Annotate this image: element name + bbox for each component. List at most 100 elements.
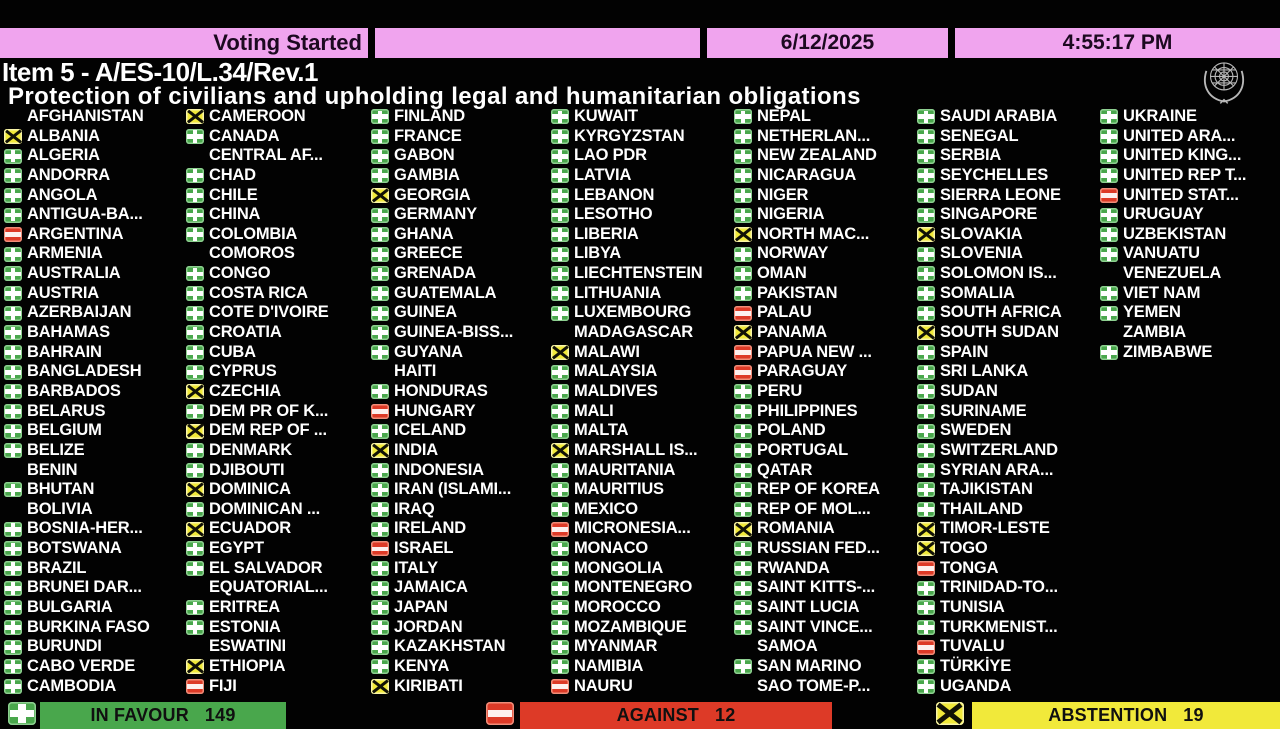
- vote-icon-in-favour: [371, 128, 389, 144]
- country-row: ISRAEL: [371, 539, 553, 559]
- country-row: PAKISTAN: [734, 284, 916, 304]
- country-name: MICRONESIA...: [574, 519, 691, 538]
- country-row: SLOVENIA: [917, 244, 1099, 264]
- country-name: DOMINICA: [209, 480, 291, 499]
- country-row: JAPAN: [371, 598, 553, 618]
- vote-icon-in-favour: [734, 384, 752, 400]
- vote-icon-in-favour: [551, 423, 569, 439]
- country-row: ANGOLA: [4, 186, 186, 206]
- country-name: RUSSIAN FED...: [757, 539, 880, 558]
- country-name: DENMARK: [209, 440, 292, 459]
- country-row: SAO TOME-P...: [734, 677, 916, 697]
- country-name: BENIN: [27, 460, 78, 479]
- country-name: FINLAND: [394, 107, 466, 125]
- vote-icon-abstention: [917, 521, 935, 537]
- vote-icon-abstention: [4, 128, 22, 144]
- vote-icon-in-favour: [917, 678, 935, 694]
- abstention-label: ABSTENTION: [1048, 705, 1168, 725]
- country-name: BELGIUM: [27, 421, 102, 440]
- country-name: CUBA: [209, 342, 256, 361]
- country-name: BAHRAIN: [27, 342, 102, 361]
- vote-icon-in-favour: [186, 187, 204, 203]
- country-row: ZAMBIA: [1100, 323, 1280, 343]
- country-row: ETHIOPIA: [186, 657, 368, 677]
- vote-icon-not-voting: [4, 502, 22, 517]
- country-name: VANUATU: [1123, 244, 1200, 263]
- country-row: SEYCHELLES: [917, 166, 1099, 186]
- country-name: FIJI: [209, 676, 237, 695]
- vote-icon-in-favour: [4, 286, 22, 302]
- vote-icon-abstention: [186, 521, 204, 537]
- vote-icon-abstention: [734, 521, 752, 537]
- country-row: EQUATORIAL...: [186, 578, 368, 598]
- country-row: SURINAME: [917, 402, 1099, 422]
- vote-icon-in-favour: [4, 678, 22, 694]
- country-name: UNITED STAT...: [1123, 185, 1239, 204]
- vote-icon-in-favour: [1100, 227, 1118, 243]
- country-row: HONDURAS: [371, 382, 553, 402]
- vote-icon-abstention: [186, 659, 204, 675]
- country-name: LESOTHO: [574, 205, 653, 224]
- vote-icon-in-favour: [371, 502, 389, 518]
- against-count: 12: [714, 705, 736, 725]
- vote-icon-in-favour: [4, 619, 22, 635]
- country-name: ICELAND: [394, 421, 466, 440]
- country-row: MALAWI: [551, 343, 733, 363]
- country-name: THAILAND: [940, 499, 1023, 518]
- vote-icon-in-favour: [186, 462, 204, 478]
- vote-icon-in-favour: [551, 109, 569, 125]
- country-row: NETHERLAN...: [734, 127, 916, 147]
- country-name: SWEDEN: [940, 421, 1012, 440]
- country-row: FRANCE: [371, 127, 553, 147]
- country-row: IRELAND: [371, 519, 553, 539]
- in-favour-count: 149: [204, 705, 236, 725]
- country-row: EGYPT: [186, 539, 368, 559]
- country-name: SAINT LUCIA: [757, 598, 860, 617]
- country-row: LUXEMBOURG: [551, 303, 733, 323]
- country-row: LEBANON: [551, 186, 733, 206]
- vote-icon-in-favour: [917, 403, 935, 419]
- country-row: BURKINA FASO: [4, 618, 186, 638]
- country-name: SLOVENIA: [940, 244, 1023, 263]
- country-name: SEYCHELLES: [940, 165, 1049, 184]
- top-status-bar: Voting Started 6/12/2025 4:55:17 PM: [0, 28, 1280, 58]
- country-name: BANGLADESH: [27, 362, 142, 381]
- vote-icon-against: [551, 678, 569, 694]
- vote-icon-in-favour: [4, 246, 22, 262]
- vote-icon-in-favour: [371, 148, 389, 164]
- country-name: SAINT KITTS-...: [757, 578, 875, 597]
- country-name: UGANDA: [940, 676, 1012, 695]
- country-row: PHILIPPINES: [734, 402, 916, 422]
- vote-icon-in-favour: [186, 600, 204, 616]
- country-row: INDIA: [371, 441, 553, 461]
- country-row: MOZAMBIQUE: [551, 618, 733, 638]
- country-name: AFGHANISTAN: [27, 107, 144, 125]
- country-row: DEM PR OF K...: [186, 402, 368, 422]
- country-row: VANUATU: [1100, 244, 1280, 264]
- country-name: ISRAEL: [394, 539, 454, 558]
- country-name: CHILE: [209, 185, 258, 204]
- country-name: ESWATINI: [209, 637, 286, 656]
- country-name: BELIZE: [27, 440, 85, 459]
- country-name: SINGAPORE: [940, 205, 1038, 224]
- vote-icon-not-voting: [186, 149, 204, 164]
- vote-icon-abstention: [917, 227, 935, 243]
- vote-icon-in-favour: [734, 266, 752, 282]
- country-row: GAMBIA: [371, 166, 553, 186]
- vote-icon-in-favour: [734, 423, 752, 439]
- country-name: VIET NAM: [1123, 283, 1201, 302]
- country-row: ESWATINI: [186, 637, 368, 657]
- country-row: CHILE: [186, 186, 368, 206]
- country-row: MICRONESIA...: [551, 519, 733, 539]
- against-total: AGAINST 12: [520, 702, 832, 729]
- country-name: LIBERIA: [574, 224, 639, 243]
- country-name: DEM PR OF K...: [209, 401, 329, 420]
- vote-icon-in-favour: [551, 246, 569, 262]
- country-name: MONTENEGRO: [574, 578, 693, 597]
- country-row: SAINT LUCIA: [734, 598, 916, 618]
- country-row: CONGO: [186, 264, 368, 284]
- country-name: NEPAL: [757, 107, 811, 125]
- country-row: UNITED KING...: [1100, 146, 1280, 166]
- country-name: ZIMBABWE: [1123, 342, 1213, 361]
- country-column: UKRAINE UNITED ARA... UNITED KING... UNITED…: [1100, 107, 1280, 362]
